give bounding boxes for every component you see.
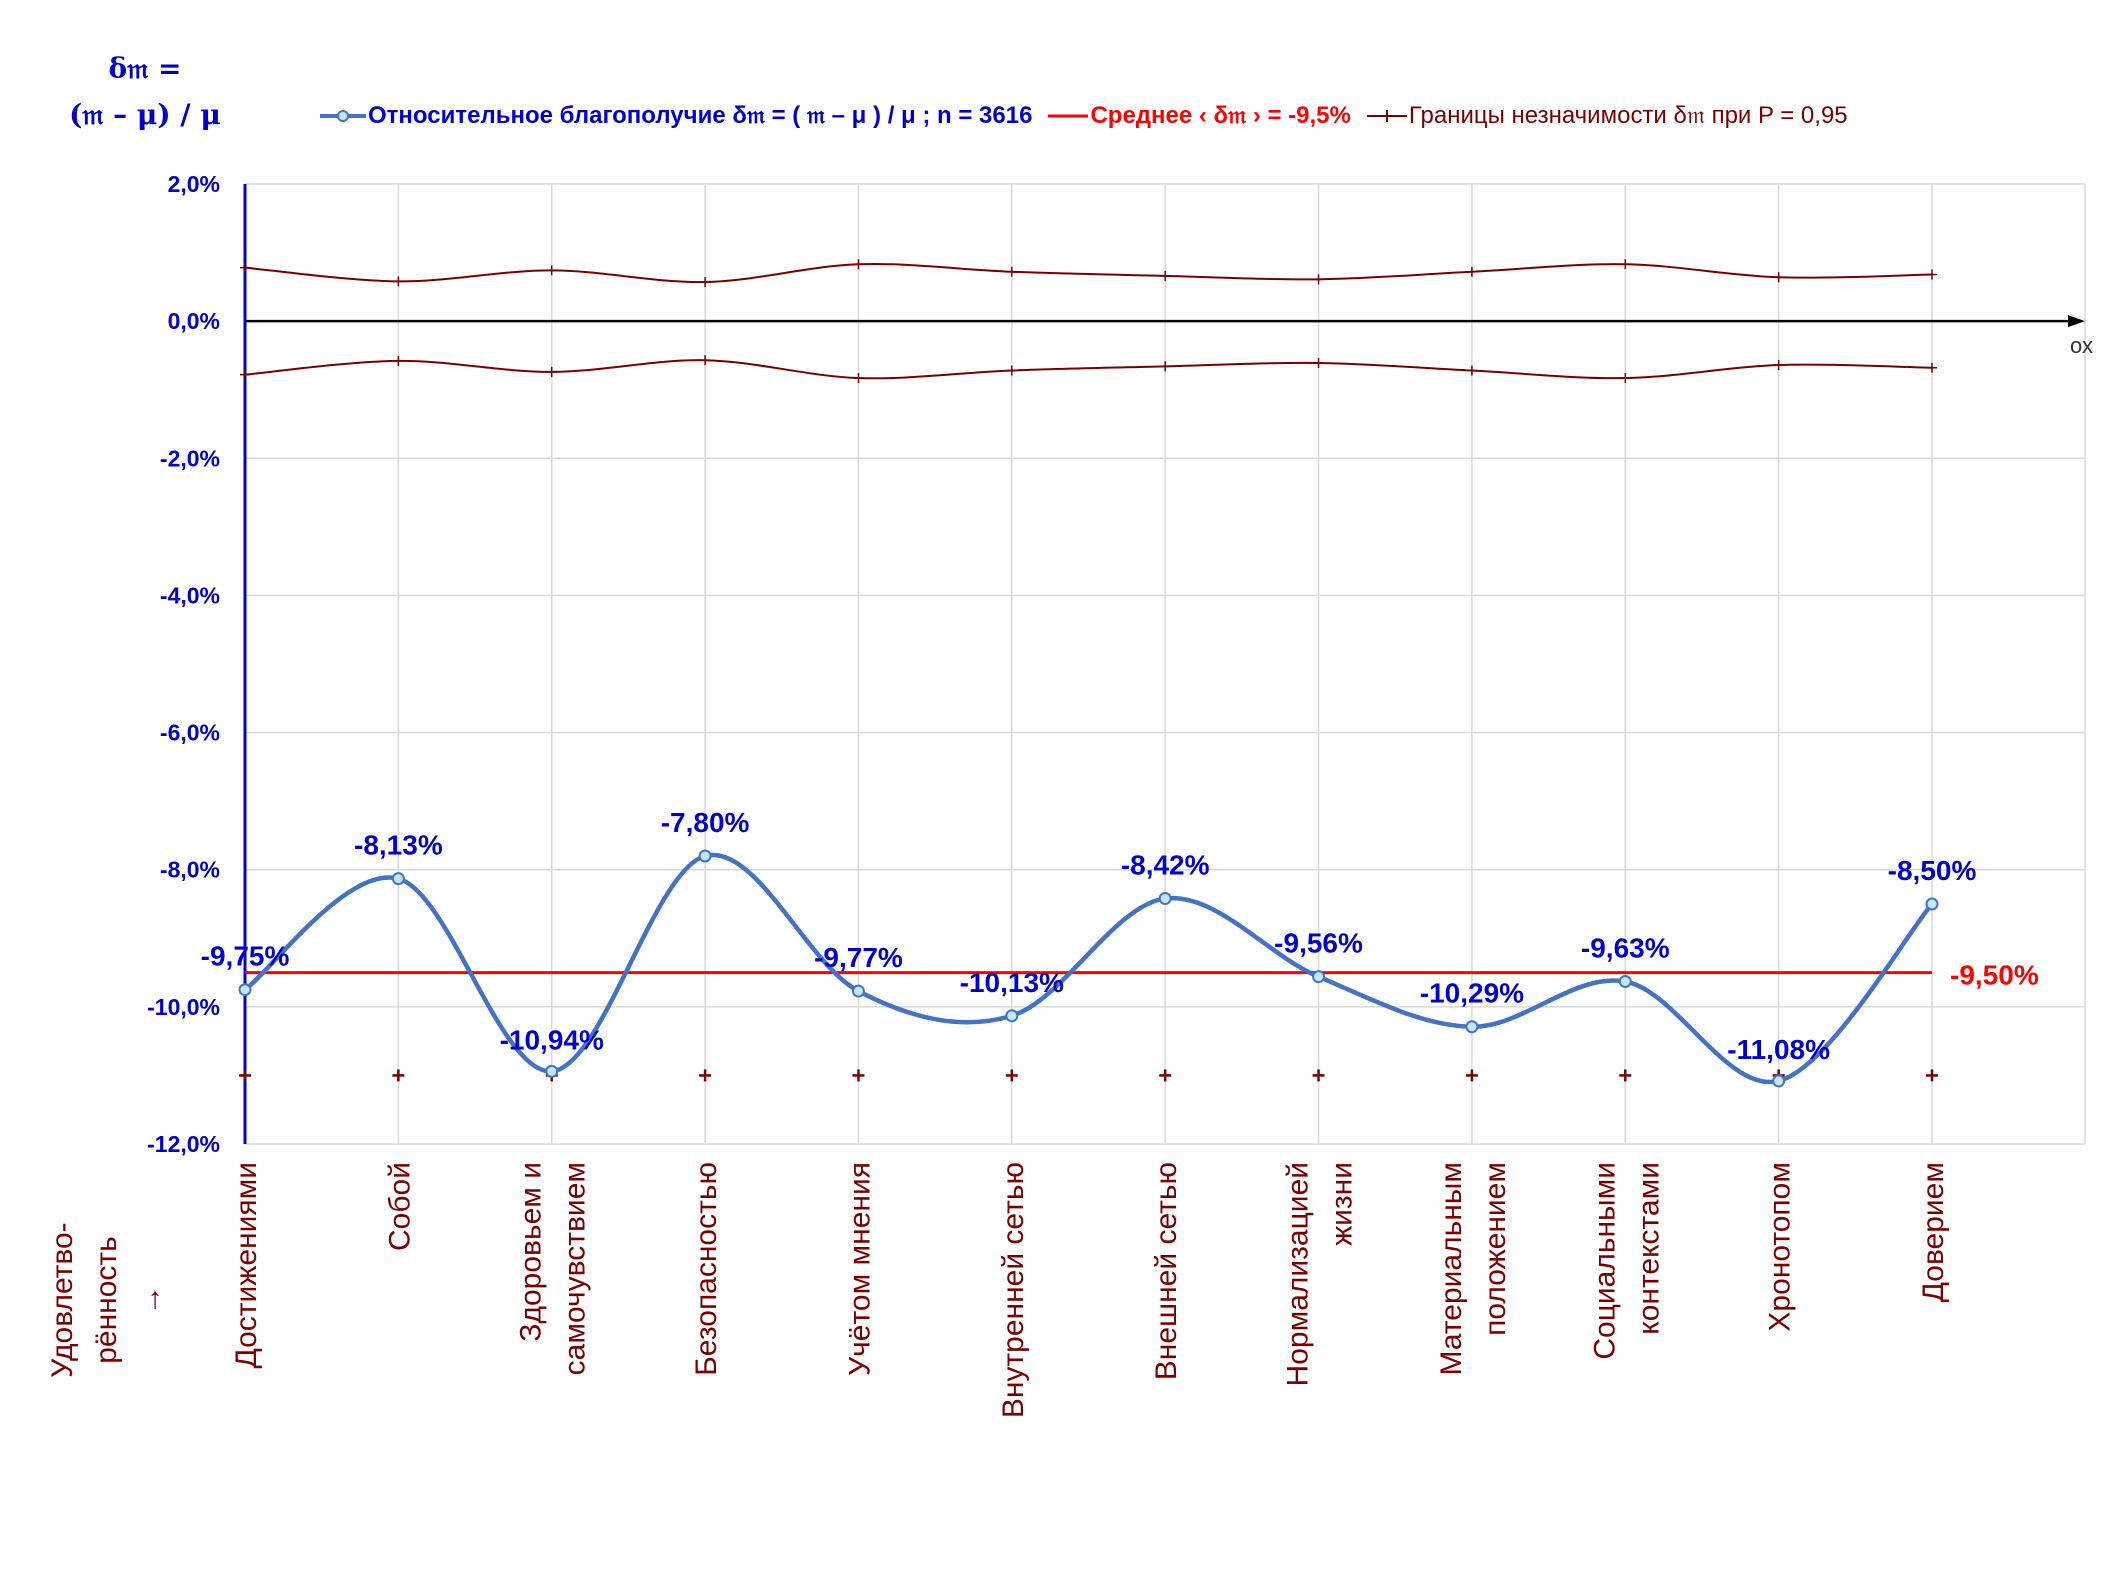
category-label-line: Здоровьем и — [515, 1162, 548, 1342]
category-label-line: Хронотопом — [1764, 1162, 1797, 1332]
category-label-line: Нормализацией — [1282, 1162, 1315, 1386]
y-tick-label: -6,0% — [160, 720, 220, 746]
legend-swatch-wellbeing — [320, 110, 366, 122]
legend-label-mean: Среднее ‹ δ𝔪 › = -9,5% — [1090, 102, 1351, 129]
wellbeing-value-label: -9,75% — [201, 941, 290, 972]
category-label-line: Внутренней сетью — [997, 1162, 1030, 1418]
wellbeing-point — [1312, 970, 1326, 984]
wellbeing-point — [391, 872, 405, 886]
y-tick-label: -12,0% — [147, 1131, 220, 1157]
x-axis-title-line: → — [134, 1285, 167, 1315]
wellbeing-value-label: -8,13% — [354, 830, 443, 861]
mean-end-label: -9,50% — [1950, 960, 2039, 991]
wellbeing-point — [1465, 1020, 1479, 1034]
wellbeing-value-label: -10,13% — [960, 967, 1064, 998]
category-label-line: Внешней сетью — [1150, 1162, 1183, 1380]
y-tick-label: 0,0% — [168, 308, 220, 334]
y-axis-title-line-2: (𝔪 – μ) / μ — [69, 98, 221, 131]
wellbeing-point — [1925, 897, 1939, 911]
wellbeing-point — [545, 1064, 559, 1078]
category-label: Материальным положением — [1435, 1162, 1512, 1375]
wellbeing-line — [243, 852, 1934, 1085]
legend-item-mean: Среднее ‹ δ𝔪 › = -9,5% — [1046, 102, 1351, 130]
category-label: Внутренней сетью — [997, 1162, 1030, 1418]
category-label-line: Доверием — [1917, 1162, 1950, 1302]
x-axis-marker-label: ох — [2070, 333, 2093, 358]
category-label: Здоровьем и самочувствием — [515, 1162, 592, 1375]
category-label: Достижениями — [230, 1162, 263, 1369]
category-label-line: Материальным — [1435, 1162, 1468, 1375]
legend-swatch-mean — [1048, 114, 1089, 118]
wellbeing-point — [1772, 1074, 1786, 1088]
wellbeing-value-label: -9,77% — [814, 942, 903, 973]
legend-item-wellbeing: Относительное благополучие δ𝔪 = ( 𝔪 – μ … — [318, 102, 1032, 130]
category-label: Собой — [383, 1162, 416, 1251]
wellbeing-value-label: -10,94% — [500, 1024, 604, 1055]
wellbeing-point — [1618, 974, 1632, 988]
category-label: Учётом мнения — [843, 1162, 876, 1376]
category-label-line: Учётом мнения — [843, 1162, 876, 1376]
category-label-line: Собой — [383, 1162, 416, 1251]
category-label-line: Достижениями — [230, 1162, 263, 1369]
y-tick-label: 2,0% — [168, 171, 220, 197]
y-tick-label: -2,0% — [160, 445, 220, 471]
y-tick-label: -10,0% — [147, 994, 220, 1020]
wellbeing-value-label: -9,63% — [1581, 932, 1670, 963]
legend-swatch-bounds — [1366, 110, 1407, 122]
category-label: Нормализацией жизни — [1282, 1162, 1359, 1386]
wellbeing-value-label: -9,56% — [1274, 928, 1363, 959]
category-label-line: самочувствием — [559, 1162, 592, 1375]
y-tick-label: -4,0% — [160, 582, 220, 608]
legend: Относительное благополучие δ𝔪 = ( 𝔪 – μ … — [318, 96, 1862, 136]
x-axis-title-line: рённость — [90, 1236, 123, 1364]
bounds-lower-line — [244, 359, 1933, 380]
y-tick-label: -8,0% — [160, 857, 220, 883]
wellbeing-value-label: -8,50% — [1888, 855, 1977, 886]
x-axis-title-line: Удовлетво- — [46, 1222, 79, 1377]
bounds-upper-line — [244, 262, 1933, 284]
legend-label-wellbeing: Относительное благополучие δ𝔪 = ( 𝔪 – μ … — [368, 102, 1033, 129]
wellbeing-value-label: -7,80% — [661, 807, 750, 838]
category-label-line: Безопасностью — [690, 1162, 723, 1376]
category-label: Доверием — [1917, 1162, 1950, 1302]
x-axis-arrow-icon — [2068, 315, 2085, 328]
y-axis-title-line-1: δ𝔪 = — [108, 52, 182, 85]
category-label-line: Социальными — [1588, 1162, 1621, 1360]
category-label: Социальными контекстами — [1588, 1162, 1665, 1360]
wellbeing-point — [1005, 1009, 1019, 1023]
wellbeing-point — [238, 983, 252, 997]
category-label: Внешней сетью — [1150, 1162, 1183, 1380]
wellbeing-point — [1158, 892, 1172, 906]
category-label: Хронотопом — [1764, 1162, 1797, 1332]
wellbeing-value-label: -10,29% — [1420, 978, 1524, 1009]
category-label-line: жизни — [1326, 1162, 1359, 1246]
wellbeing-point — [698, 849, 712, 863]
x-axis-title: Удовлетво-рённость → — [46, 1222, 167, 1377]
category-label-line: положением — [1479, 1162, 1512, 1336]
wellbeing-value-label: -8,42% — [1121, 850, 1210, 881]
legend-item-bounds: Границы незначимости δ𝔪 при P = 0,95 — [1365, 102, 1848, 130]
wellbeing-point — [851, 984, 865, 998]
y-axis-title: δ𝔪 = (𝔪 – μ) / μ — [60, 46, 230, 138]
legend-label-bounds: Границы незначимости δ𝔪 при P = 0,95 — [1408, 102, 1848, 129]
category-label-line: контекстами — [1632, 1162, 1665, 1335]
wellbeing-value-label: -11,08% — [1727, 1034, 1830, 1065]
category-label: Безопасностью — [690, 1162, 723, 1376]
